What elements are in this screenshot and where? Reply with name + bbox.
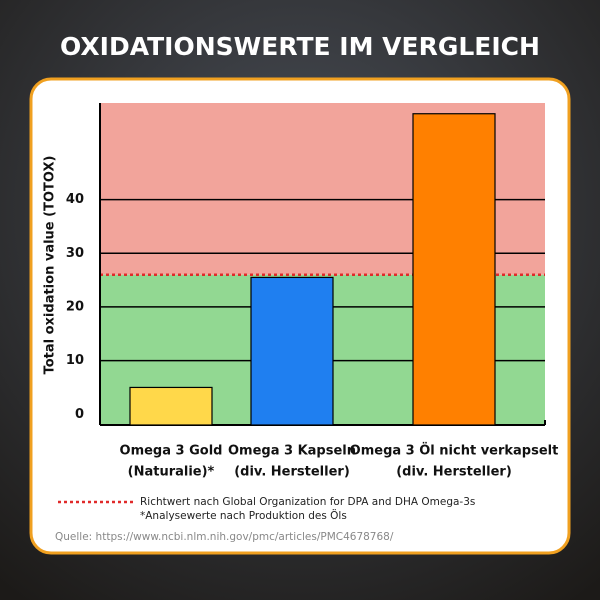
legend-label: Richtwert nach Global Organization for D…	[140, 496, 475, 508]
y-tick-label: 10	[66, 353, 84, 368]
y-tick-label: 40	[66, 192, 84, 207]
x-tick-label: (div. Hersteller)	[234, 465, 350, 480]
x-tick-label: (Naturalie)*	[128, 465, 215, 480]
note: *Analysewerte nach Produktion des Öls	[140, 509, 347, 522]
bar	[129, 386, 213, 426]
y-tick-label: 30	[66, 246, 84, 261]
x-tick-label: (div. Hersteller)	[396, 465, 512, 480]
plot-area: 0 10 20 30 40 Omega 3 Gold (Naturalie)* Omega 3…	[58, 103, 559, 504]
x-tick-label: Omega 3 Kapseln	[228, 444, 356, 459]
y-axis-label: Total oxidation value (TOTOX)	[43, 156, 58, 375]
bar	[250, 276, 334, 426]
chart-title: OXIDATIONSWERTE IM VERGLEICH	[60, 32, 540, 61]
y-tick-label: 20	[66, 299, 84, 314]
x-tick-label: Omega 3 Öl nicht verkapselt	[350, 443, 559, 459]
y-tick-label: 0	[75, 407, 84, 422]
x-tick-label: Omega 3 Gold	[120, 444, 223, 459]
source: Quelle: https://www.ncbi.nlm.nih.gov/pmc…	[55, 531, 394, 543]
bar	[412, 113, 496, 426]
